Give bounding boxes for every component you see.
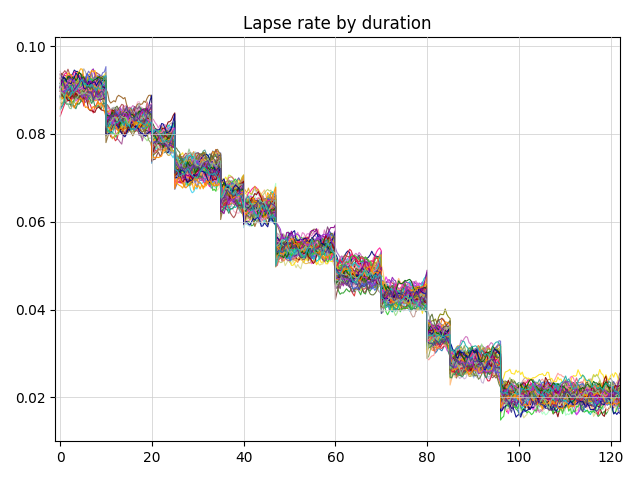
Title: Lapse rate by duration: Lapse rate by duration	[243, 15, 432, 33]
